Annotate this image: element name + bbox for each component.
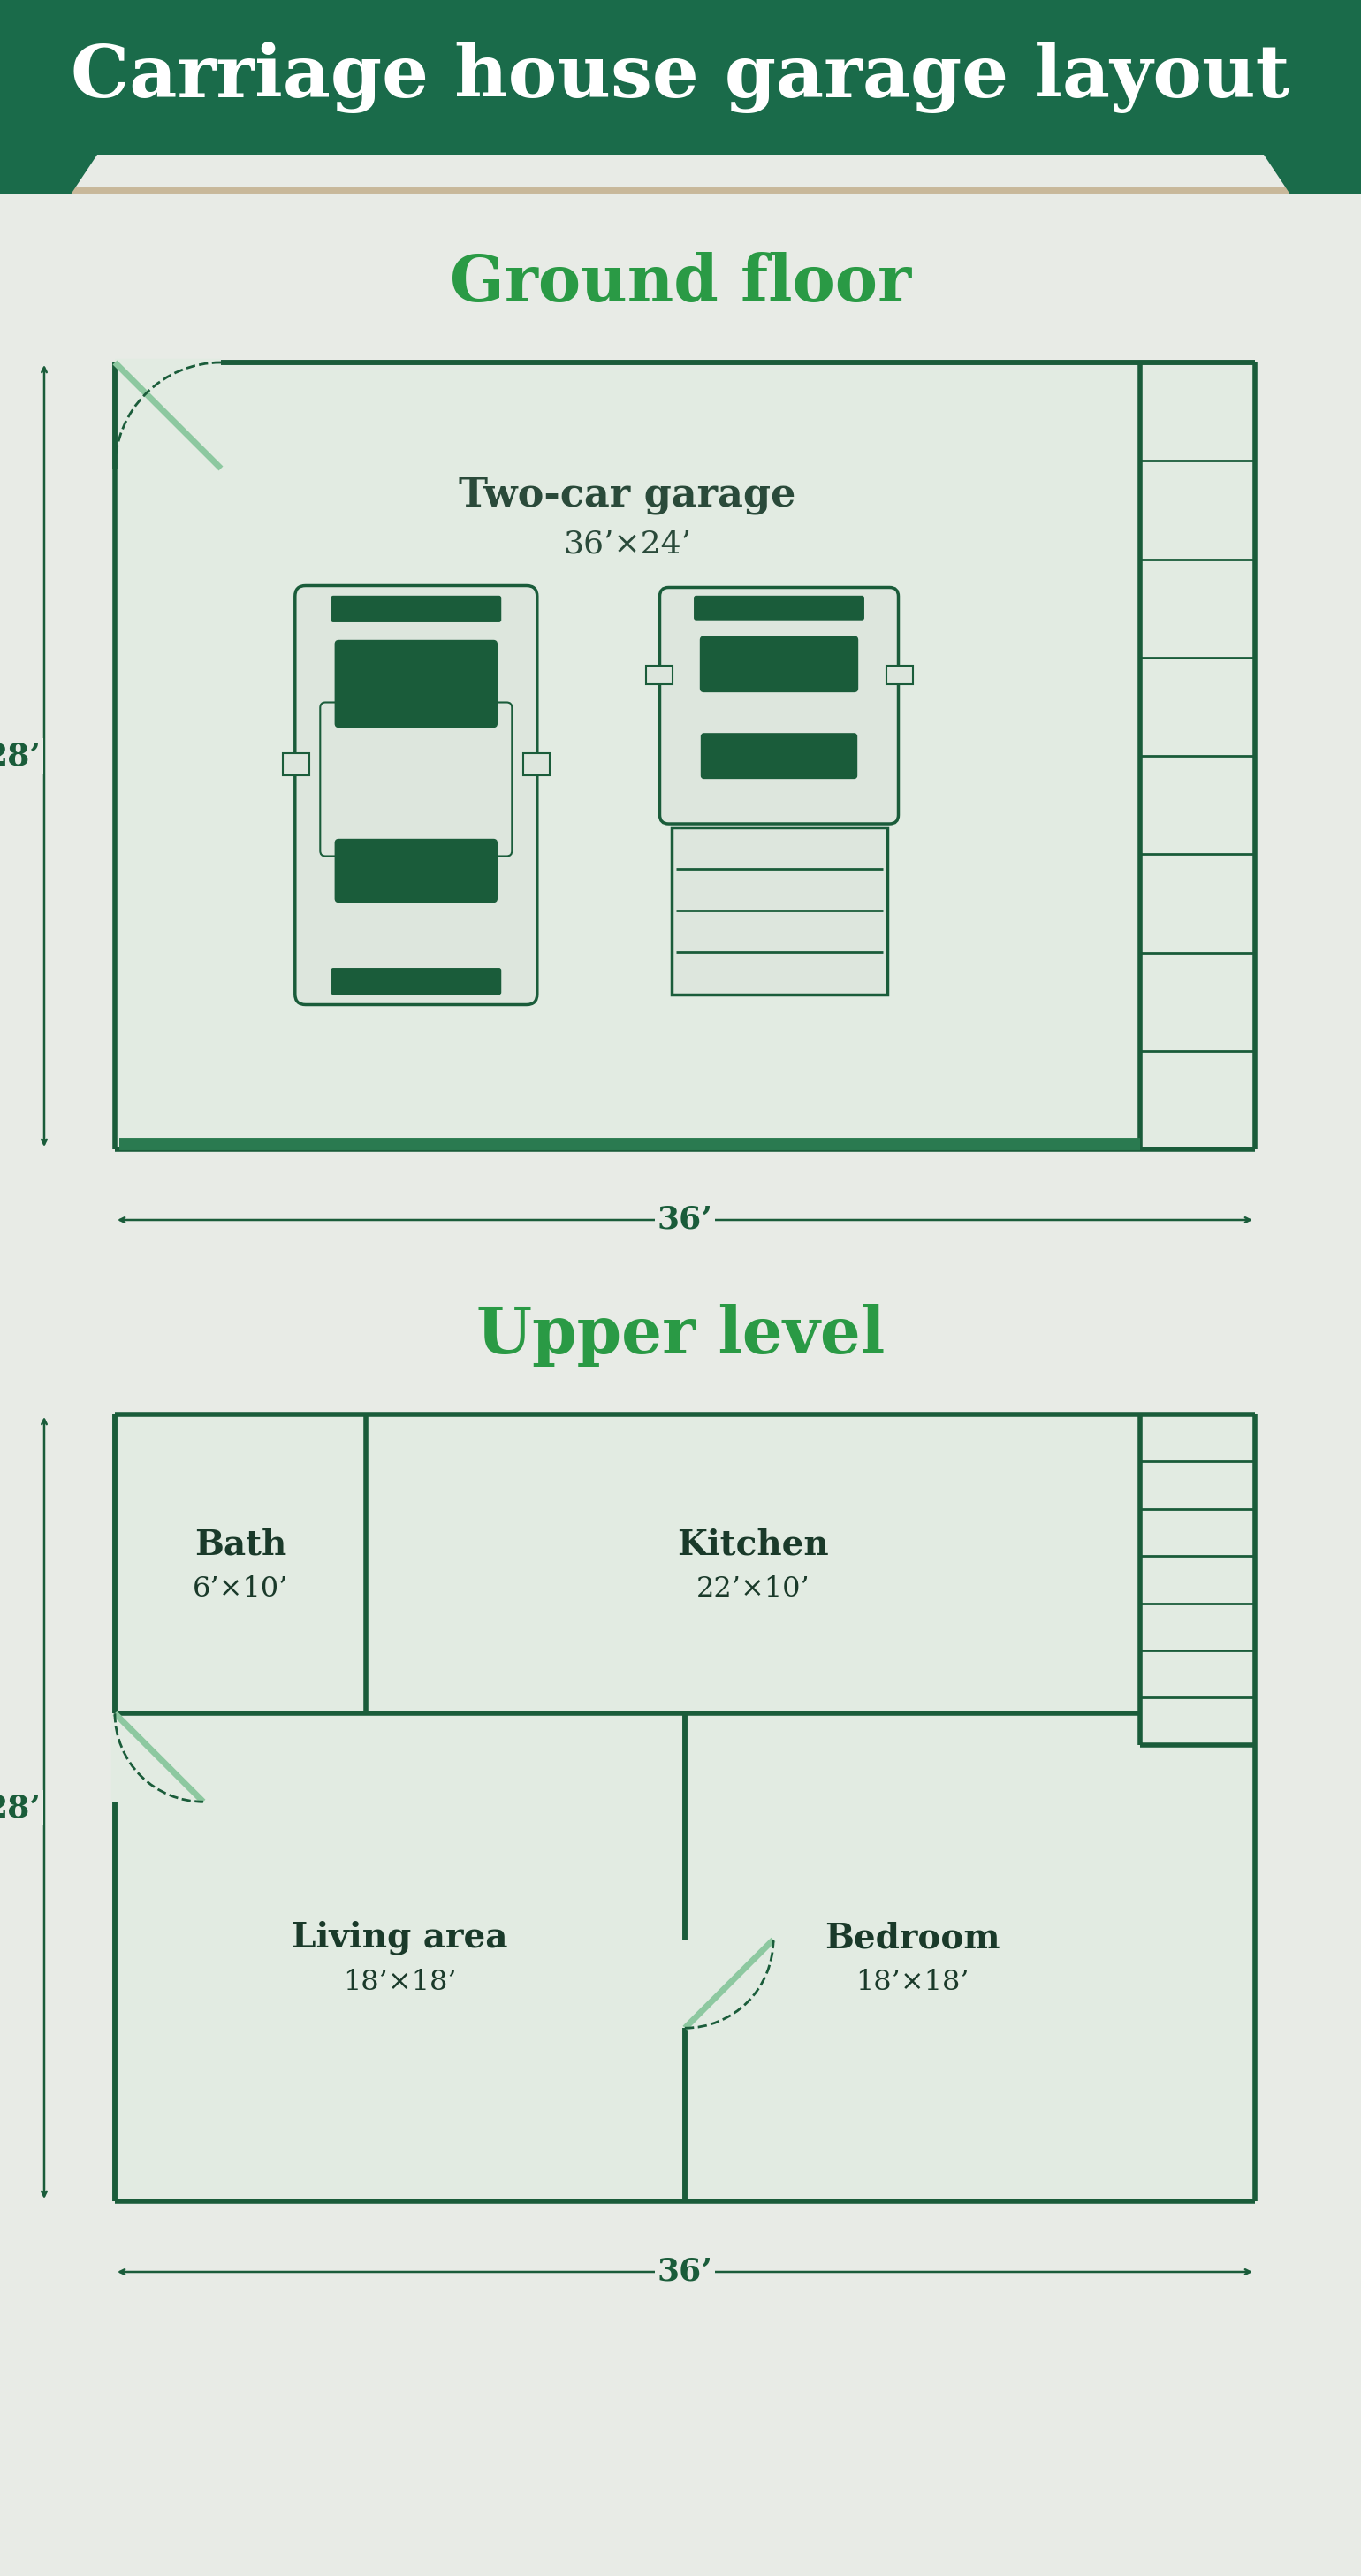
Text: 36’×24’: 36’×24’ xyxy=(563,528,691,559)
FancyBboxPatch shape xyxy=(701,636,857,693)
Bar xyxy=(523,752,550,775)
Bar xyxy=(0,0,1361,155)
Bar xyxy=(114,1414,1255,2200)
Text: 36’: 36’ xyxy=(657,1206,713,1234)
FancyBboxPatch shape xyxy=(694,595,864,621)
FancyBboxPatch shape xyxy=(701,734,857,778)
Bar xyxy=(886,665,912,683)
Text: 22’×10’: 22’×10’ xyxy=(695,1574,810,1602)
Text: Bath: Bath xyxy=(195,1528,286,1561)
FancyBboxPatch shape xyxy=(335,840,497,902)
Polygon shape xyxy=(0,155,97,193)
Text: Carriage house garage layout: Carriage house garage layout xyxy=(71,41,1290,113)
Bar xyxy=(114,363,1255,1149)
Text: 18’×18’: 18’×18’ xyxy=(343,1968,457,1996)
FancyBboxPatch shape xyxy=(295,585,538,1005)
Bar xyxy=(671,827,887,994)
Text: Two-car garage: Two-car garage xyxy=(459,477,796,515)
Text: Living area: Living area xyxy=(291,1922,508,1955)
Bar xyxy=(645,665,672,683)
Text: Upper level: Upper level xyxy=(476,1303,885,1365)
FancyBboxPatch shape xyxy=(335,641,497,726)
FancyBboxPatch shape xyxy=(320,703,512,855)
FancyBboxPatch shape xyxy=(660,587,898,824)
Text: 18’×18’: 18’×18’ xyxy=(856,1968,969,1996)
Text: Kitchen: Kitchen xyxy=(676,1528,829,1561)
Text: Bedroom: Bedroom xyxy=(825,1922,1000,1955)
FancyBboxPatch shape xyxy=(332,595,501,621)
Text: Ground floor: Ground floor xyxy=(449,252,912,314)
Polygon shape xyxy=(1264,155,1361,193)
Bar xyxy=(283,752,309,775)
Text: 6’×10’: 6’×10’ xyxy=(192,1574,289,1602)
Text: 28’: 28’ xyxy=(0,1793,41,1824)
FancyBboxPatch shape xyxy=(332,969,501,994)
Text: 36’: 36’ xyxy=(657,2257,713,2287)
Text: 28’: 28’ xyxy=(0,742,41,770)
